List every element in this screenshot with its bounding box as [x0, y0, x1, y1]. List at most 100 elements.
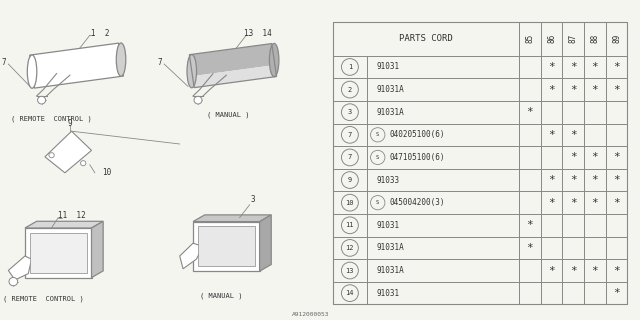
Bar	[519, 124, 541, 146]
Bar	[605, 22, 627, 56]
Ellipse shape	[187, 54, 196, 88]
Bar	[519, 191, 541, 214]
Text: *: *	[591, 62, 598, 72]
Bar	[541, 78, 563, 101]
Bar	[519, 236, 541, 259]
Text: *: *	[527, 220, 533, 230]
Bar	[333, 169, 367, 191]
Bar	[333, 78, 367, 101]
Text: S: S	[376, 155, 380, 160]
Bar	[605, 191, 627, 214]
Text: *: *	[548, 84, 555, 95]
Bar	[519, 56, 541, 78]
Text: 91031: 91031	[376, 221, 399, 230]
Bar	[519, 146, 541, 169]
Bar	[519, 259, 541, 282]
Bar	[563, 169, 584, 191]
Text: 040205100(6): 040205100(6)	[390, 130, 445, 139]
Bar	[541, 124, 563, 146]
Text: *: *	[548, 175, 555, 185]
Bar	[605, 146, 627, 169]
Bar	[563, 214, 584, 236]
Text: 9: 9	[348, 177, 352, 183]
Text: ( MANUAL ): ( MANUAL )	[207, 112, 249, 118]
Text: 9: 9	[68, 119, 72, 128]
Text: 10: 10	[346, 200, 354, 206]
Ellipse shape	[116, 43, 126, 76]
Polygon shape	[180, 243, 203, 269]
Text: *: *	[613, 175, 620, 185]
Bar	[367, 236, 519, 259]
Text: 10: 10	[102, 168, 111, 177]
Circle shape	[38, 96, 45, 104]
Bar	[605, 282, 627, 304]
Bar	[367, 191, 519, 214]
Bar	[333, 101, 367, 124]
Circle shape	[49, 153, 54, 158]
Text: *: *	[548, 266, 555, 276]
Bar	[605, 124, 627, 146]
Bar	[519, 101, 541, 124]
Text: S: S	[376, 132, 380, 137]
Bar	[333, 214, 367, 236]
Text: S: S	[376, 200, 380, 205]
Bar	[367, 214, 519, 236]
Text: 7: 7	[348, 155, 352, 160]
Bar	[563, 22, 584, 56]
Text: *: *	[548, 130, 555, 140]
Text: 7: 7	[348, 132, 352, 138]
Text: 86: 86	[547, 34, 556, 43]
Bar	[584, 214, 605, 236]
Bar	[541, 169, 563, 191]
Bar	[541, 56, 563, 78]
Bar	[519, 214, 541, 236]
Text: 12: 12	[346, 245, 354, 251]
Bar	[333, 282, 367, 304]
Text: *: *	[613, 152, 620, 163]
Bar	[519, 22, 541, 56]
Text: *: *	[548, 198, 555, 208]
Bar	[584, 56, 605, 78]
Circle shape	[81, 161, 86, 166]
Bar	[367, 146, 519, 169]
Polygon shape	[92, 221, 103, 277]
Bar	[519, 78, 541, 101]
Bar	[333, 22, 519, 56]
Text: 13  14: 13 14	[244, 29, 272, 38]
Text: 91031: 91031	[376, 289, 399, 298]
Polygon shape	[25, 221, 103, 228]
Bar	[584, 146, 605, 169]
Text: *: *	[570, 266, 577, 276]
Bar	[519, 282, 541, 304]
Text: *: *	[570, 130, 577, 140]
Text: *: *	[591, 198, 598, 208]
Bar	[333, 146, 367, 169]
Polygon shape	[25, 228, 92, 277]
Text: 91031A: 91031A	[376, 244, 404, 252]
Bar	[541, 146, 563, 169]
Text: 91031A: 91031A	[376, 266, 404, 275]
Text: *: *	[613, 266, 620, 276]
Text: 047105100(6): 047105100(6)	[390, 153, 445, 162]
Polygon shape	[193, 221, 260, 271]
Text: ( REMOTE  CONTROL ): ( REMOTE CONTROL )	[12, 115, 92, 122]
Circle shape	[9, 277, 18, 286]
Bar	[605, 56, 627, 78]
Bar	[367, 78, 519, 101]
Text: 3: 3	[251, 196, 255, 204]
Text: *: *	[591, 152, 598, 163]
Text: *: *	[570, 62, 577, 72]
Polygon shape	[193, 215, 271, 221]
Text: *: *	[527, 243, 533, 253]
Text: 11: 11	[346, 222, 354, 228]
Text: *: *	[591, 175, 598, 185]
Bar	[563, 259, 584, 282]
Bar	[367, 101, 519, 124]
Bar	[367, 56, 519, 78]
Text: *: *	[570, 198, 577, 208]
Bar	[584, 259, 605, 282]
Bar	[563, 282, 584, 304]
Bar	[541, 282, 563, 304]
Text: A912000053: A912000053	[292, 312, 330, 317]
Text: 89: 89	[612, 34, 621, 43]
